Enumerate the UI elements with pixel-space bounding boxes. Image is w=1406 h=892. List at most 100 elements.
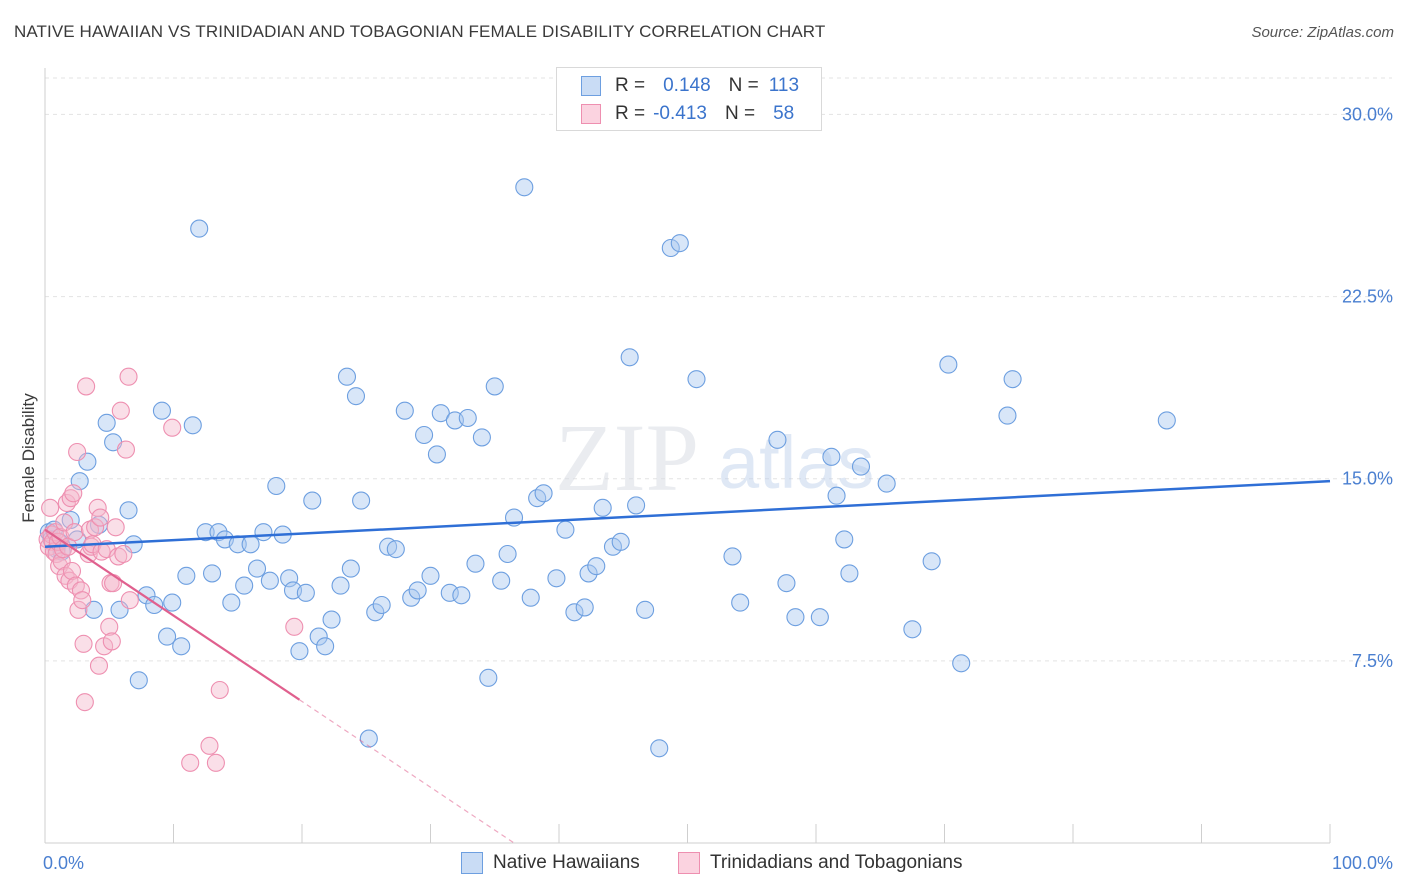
- native-hawaiian-point: [521, 588, 540, 607]
- series-legend-label: Native Hawaiians: [493, 852, 640, 873]
- native-hawaiian-point: [822, 447, 841, 466]
- native-hawaiian-point: [177, 566, 196, 585]
- native-hawaiian-point: [352, 491, 371, 510]
- correlation-legend: R = 0.148 N = 113 R = -0.413 N = 58: [556, 67, 822, 131]
- native-hawaiian-point: [222, 593, 241, 612]
- native-hawaiian-point: [565, 603, 584, 622]
- native-hawaiian-point: [341, 559, 360, 578]
- trinidadian-point: [102, 632, 121, 651]
- legend-r-label: R =: [615, 75, 646, 96]
- native-hawaiian-point: [209, 523, 228, 542]
- trinidadian-point: [200, 736, 219, 755]
- native-hawaiian-point: [402, 588, 421, 607]
- native-hawaiian-point: [303, 491, 322, 510]
- series-legend-trinidadians[interactable]: Trinidadians and Tobagonians: [678, 852, 962, 874]
- legend-r-label: R =: [615, 103, 646, 124]
- trinidadian-point: [106, 518, 125, 537]
- native-hawaiian-point: [366, 603, 385, 622]
- native-hawaiian-point: [786, 608, 805, 627]
- trinidadian-point: [71, 581, 91, 600]
- native-hawaiian-point: [296, 583, 315, 602]
- trinidadian-point: [69, 600, 88, 619]
- native-hawaiian-point: [431, 404, 450, 423]
- native-hawaiian-point: [386, 540, 405, 559]
- native-hawaiian-point: [331, 576, 350, 595]
- native-hawaiian-point: [395, 401, 414, 420]
- y-tick-label: 7.5%: [1352, 651, 1393, 671]
- axes: [44, 68, 1331, 844]
- native-hawaiian-point: [1157, 411, 1176, 430]
- native-hawaiian-point: [290, 642, 309, 661]
- native-hawaiian-point: [1003, 370, 1022, 389]
- series-swatch-blue: [461, 852, 483, 874]
- trinidadian-point: [120, 591, 139, 610]
- native-hawaiian-point: [768, 430, 787, 449]
- trinidadian-point: [75, 693, 94, 712]
- native-hawaiian-point: [903, 620, 922, 639]
- native-hawaiian-point: [203, 564, 222, 583]
- native-hawaiian-point: [190, 219, 209, 238]
- native-hawaiian-point: [810, 608, 829, 627]
- trinidadian-point: [65, 523, 84, 542]
- native-hawaiian-point: [415, 425, 434, 445]
- watermark-zip: ZIP: [555, 404, 699, 511]
- trinidadian-point: [86, 518, 105, 537]
- y-tick-label: 30.0%: [1342, 104, 1393, 124]
- trinidadian-point: [119, 367, 138, 386]
- legend-n-value: 113: [768, 75, 800, 96]
- y-tick-label: 22.5%: [1342, 287, 1393, 307]
- native-hawaiian-point: [247, 559, 267, 578]
- native-hawaiian-point: [998, 406, 1017, 425]
- trinidadian-point: [61, 489, 80, 508]
- native-hawaiian-point: [515, 178, 534, 197]
- chart-title: NATIVE HAWAIIAN VS TRINIDADIAN AND TOBAG…: [14, 22, 826, 41]
- native-hawaiian-point: [952, 654, 971, 673]
- native-hawaiian-point: [627, 496, 646, 515]
- trinidadian-point: [206, 753, 225, 772]
- native-hawaiian-point: [267, 476, 286, 496]
- legend-n-label: N =: [724, 103, 756, 124]
- native-hawaiian-point: [466, 554, 485, 573]
- y-axis-label: Female Disability: [19, 393, 38, 523]
- trend-lines: [44, 479, 1331, 844]
- y-tick-label: 15.0%: [1342, 469, 1393, 489]
- trinidadian-point: [100, 617, 119, 636]
- series-legend: Native Hawaiians Trinidadians and Tobago…: [0, 852, 1406, 878]
- native-hawaiian-point: [835, 530, 854, 549]
- native-hawaiian-point: [827, 486, 846, 505]
- native-hawaiian-point: [316, 637, 335, 656]
- native-hawaiian-point: [158, 627, 177, 646]
- trinidadian-point: [68, 442, 87, 462]
- native-hawaiian-point: [427, 445, 446, 464]
- native-hawaiian-point: [687, 370, 706, 389]
- legend-r-value: -0.413: [653, 103, 707, 124]
- native-hawaiian-point: [152, 401, 171, 420]
- legend-swatch-blue: [581, 76, 601, 96]
- native-hawaiian-point: [458, 408, 477, 428]
- native-hawaiian-point: [322, 610, 341, 629]
- native-hawaiian-point: [84, 600, 103, 619]
- trinidadian-point: [114, 544, 133, 564]
- native-hawaiian-point: [421, 566, 440, 585]
- source-credit: Source: ZipAtlas.com: [1251, 24, 1394, 41]
- legend-n-value: 58: [773, 103, 795, 124]
- series-legend-native-hawaiians[interactable]: Native Hawaiians: [461, 852, 640, 874]
- trinidadian-point: [91, 508, 110, 527]
- native-hawaiian-point: [492, 571, 511, 590]
- trinidadian-point: [163, 418, 182, 437]
- native-hawaiian-point: [260, 571, 279, 590]
- native-hawaiian-point: [346, 387, 366, 406]
- native-hawaiian-point: [241, 535, 260, 554]
- legend-row-trinidadians: R = -0.413 N = 58: [581, 101, 794, 127]
- native-hawaiian-point: [575, 598, 594, 617]
- watermark-atlas: atlas: [718, 421, 874, 504]
- native-hawaiian-point: [620, 348, 639, 367]
- legend-n-label: N =: [728, 75, 759, 96]
- native-hawaiian-point: [97, 413, 116, 432]
- trinidadian-point: [111, 401, 130, 420]
- native-hawaiian-point: [172, 637, 191, 656]
- native-hawaiian-point: [851, 457, 871, 476]
- native-hawaiian-point: [593, 498, 612, 517]
- native-hawaiian-point: [777, 574, 796, 593]
